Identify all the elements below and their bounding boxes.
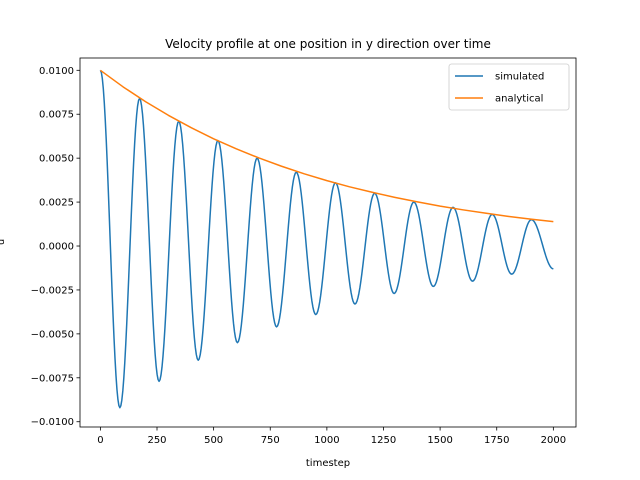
y-axis: −0.0100 −0.0075 −0.0050 −0.0025 0.0000 0.0025… [31,66,80,428]
y-tick-label: 0.0050 [39,154,74,165]
x-tick-label: 1250 [371,435,396,446]
y-tick-label: −0.0025 [31,285,74,296]
y-axis-label: u [0,239,7,245]
legend-label-analytical: analytical [495,94,543,105]
y-tick-label: 0.0075 [39,110,74,121]
chart-title: Velocity profile at one position in y di… [165,37,491,51]
x-axis: 0 250 500 750 1000 1250 1500 1750 2000 [97,427,566,446]
y-tick-label: 0.0025 [39,198,74,209]
y-tick-label: −0.0100 [31,417,74,428]
y-tick-label: −0.0075 [31,373,74,384]
x-tick-label: 1000 [314,435,339,446]
series-line-simulated [99,69,554,409]
y-tick-label: −0.0050 [31,329,74,340]
x-axis-label: timestep [306,458,350,469]
x-tick-label: 1500 [427,435,452,446]
y-tick-label: 0.0000 [39,242,74,253]
x-tick-label: 500 [204,435,223,446]
x-tick-label: 750 [261,435,280,446]
x-tick-label: 250 [147,435,166,446]
series-line-analytical [99,69,554,223]
x-tick-label: 0 [97,435,103,446]
x-tick-label: 1750 [484,435,509,446]
plot-frame [79,57,577,428]
legend-label-simulated: simulated [495,72,544,83]
x-tick-label: 2000 [541,435,566,446]
y-tick-label: 0.0100 [39,66,74,77]
series-layer [99,69,554,409]
legend: simulated analytical [448,63,570,111]
